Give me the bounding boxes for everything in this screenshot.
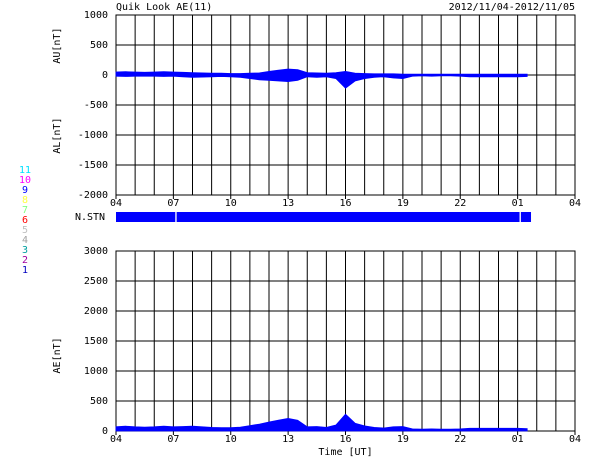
x-tick-label: 04	[110, 434, 122, 445]
x-tick-label: 01	[512, 198, 524, 209]
station-legend-label: 3	[22, 245, 28, 256]
y-tick-label: 1000	[84, 366, 108, 377]
y-tick-label: 500	[90, 396, 108, 407]
x-tick-label: 22	[454, 434, 466, 445]
x-tick-label: 19	[397, 434, 409, 445]
x-tick-label: 22	[454, 198, 466, 209]
area	[115, 413, 528, 432]
x-axis-label: Time [UT]	[318, 447, 372, 458]
x-tick-label: 07	[167, 434, 179, 445]
station-bar	[116, 212, 176, 222]
y-tick-label: 3000	[84, 246, 108, 257]
y-tick-label: 500	[90, 40, 108, 51]
y-tick-label: 0	[102, 70, 108, 81]
y-tick-label: -500	[84, 100, 108, 111]
x-tick-label: 04	[569, 434, 581, 445]
x-tick-label: 10	[225, 198, 237, 209]
station-legend-label: 6	[22, 215, 28, 226]
x-tick-label: 07	[167, 198, 179, 209]
y-tick-label: -2000	[78, 190, 108, 201]
station-legend-label: 7	[22, 205, 28, 216]
x-tick-label: 01	[512, 434, 524, 445]
station-legend-label: 4	[22, 235, 28, 246]
y-tick-label: -1500	[78, 160, 108, 171]
station-bar	[176, 212, 520, 222]
x-tick-label: 10	[225, 434, 237, 445]
y-axis-label: AE[nT]	[52, 337, 63, 373]
station-bar	[520, 212, 532, 222]
station-legend-label: 2	[22, 255, 28, 266]
x-tick-label: 19	[397, 198, 409, 209]
y-tick-label: -1000	[78, 130, 108, 141]
y-tick-label: 2000	[84, 306, 108, 317]
x-tick-label: 16	[339, 198, 351, 209]
station-legend-label: 5	[22, 225, 28, 236]
station-legend-label: 8	[22, 195, 28, 206]
area	[115, 74, 528, 89]
area	[115, 68, 528, 76]
y-axis-label: AL[nT]	[52, 118, 63, 154]
station-legend-label: 11	[19, 165, 31, 176]
plot-frame	[115, 14, 576, 196]
timeline-label: N.STN	[75, 212, 105, 223]
x-tick-label: 13	[282, 434, 294, 445]
chart-title: Quik Look AE(11)	[116, 2, 212, 13]
station-legend-label: 10	[19, 175, 31, 186]
y-tick-label: 0	[102, 426, 108, 437]
date-range: 2012/11/04-2012/11/05	[449, 2, 575, 13]
x-tick-label: 13	[282, 198, 294, 209]
y-axis-label: AU[nT]	[52, 28, 63, 64]
station-legend-label: 9	[22, 185, 28, 196]
x-tick-label: 16	[339, 434, 351, 445]
x-tick-label: 04	[110, 198, 122, 209]
x-tick-label: 04	[569, 198, 581, 209]
station-legend-label: 1	[22, 265, 28, 276]
y-tick-label: 2500	[84, 276, 108, 287]
y-tick-label: 1500	[84, 336, 108, 347]
y-tick-label: 1000	[84, 10, 108, 21]
